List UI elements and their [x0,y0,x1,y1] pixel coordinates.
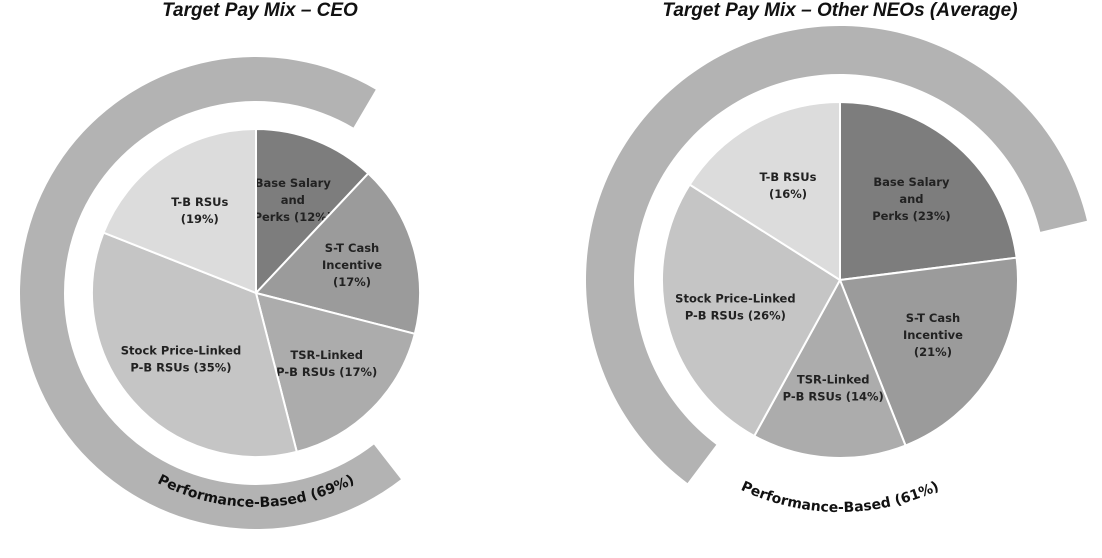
slice-label: Stock Price-Linked P-B RSUs (35%) [121,344,241,375]
pie-slice [254,291,417,454]
slice-label: Base Salary and Perks (23%) [872,175,950,223]
pie-slice [839,100,1018,282]
pie-slice [255,127,370,296]
pie-slice [661,183,842,438]
slice-label: TSR-Linked P-B RSUs (14%) [783,372,884,403]
slice-label: S-T Cash Incentive (21%) [903,311,963,359]
pie-chart-ceo: Performance-Based (69%)Base Salary and Per… [20,56,421,529]
pie-slice [688,100,841,282]
chart-title-ceo: Target Pay Mix – CEO [162,0,358,21]
performance-arc [20,56,401,529]
slice-label: S-T Cash Incentive (17%) [322,241,382,289]
slice-label: T-B RSUs (19%) [171,195,228,226]
pie-slice [752,277,907,459]
performance-arc-label: Performance-Based (61%) [739,479,942,516]
slice-label: TSR-Linked P-B RSUs (17%) [276,348,377,379]
pie-slice [91,231,299,458]
slice-label: Stock Price-Linked P-B RSUs (26%) [675,291,795,322]
pie-slice [254,172,421,336]
slice-label: Base Salary and Perks (12%) [254,176,332,224]
chart-title-other-neos: Target Pay Mix – Other NEOs (Average) [662,0,1018,21]
pie-chart-other-neos: Performance-Based (61%) Base Salary and Per… [586,25,1087,516]
slice-label: T-B RSUs (16%) [759,170,816,201]
pie-slice [838,256,1020,447]
pie-slice [102,127,257,295]
